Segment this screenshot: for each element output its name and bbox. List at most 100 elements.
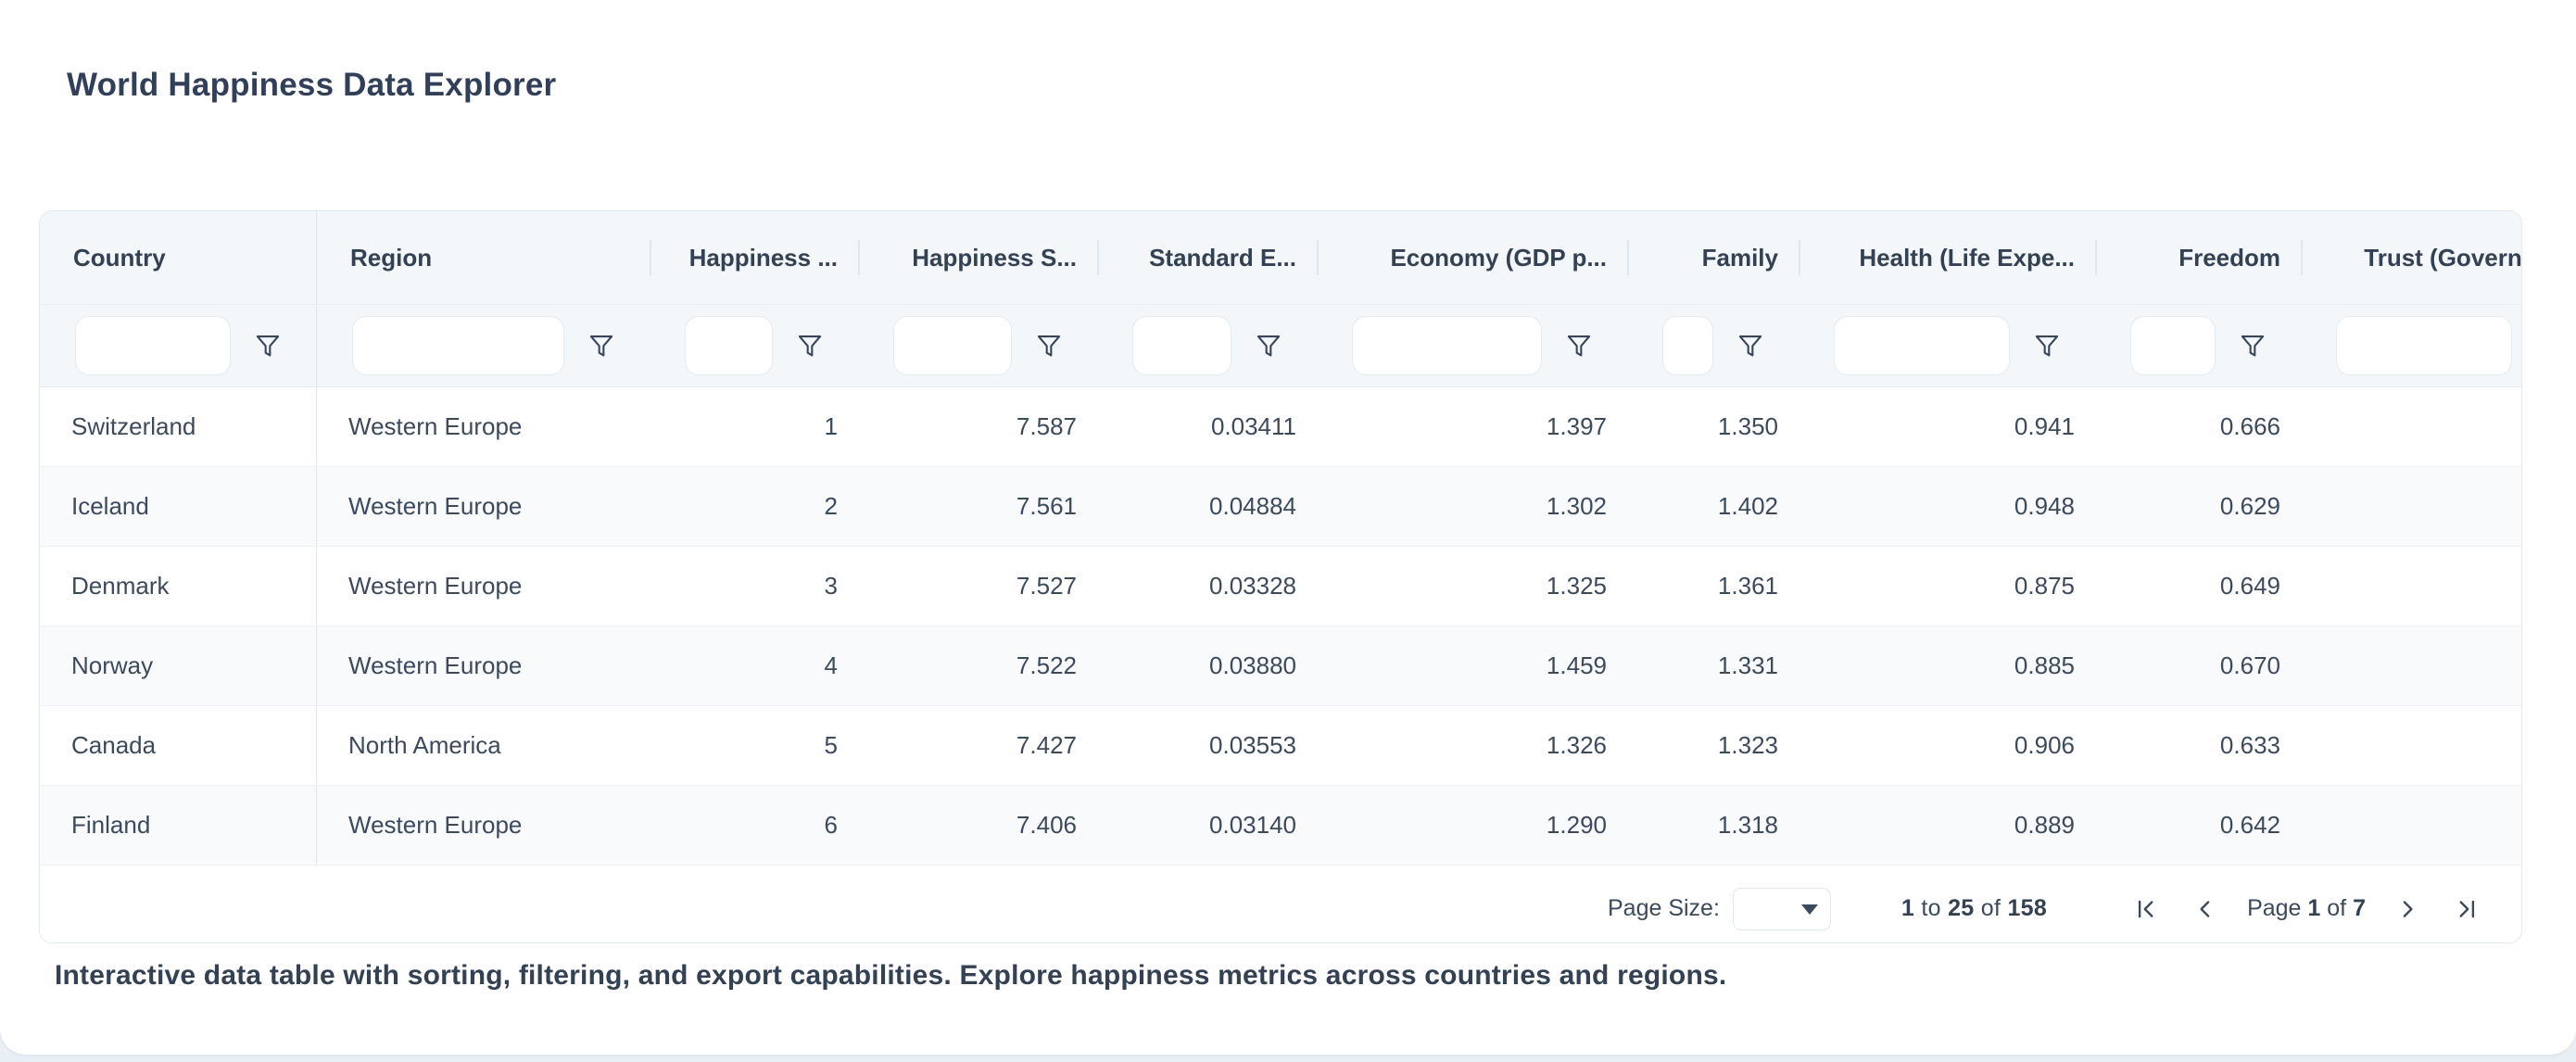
cell-region: North America (348, 731, 501, 759)
cell-happiness-rank: 6 (824, 811, 838, 839)
cell-economy: 1.290 (1546, 811, 1607, 839)
table-row[interactable]: Canada North America 5 7.427 0.03553 1.326 1.3… (40, 706, 2521, 786)
filter-input-happiness-score[interactable] (893, 316, 1012, 375)
column-header-family[interactable]: Family (1627, 211, 1799, 304)
column-header-economy[interactable]: Economy (GDP p... (1317, 211, 1627, 304)
table-row[interactable]: Iceland Western Europe 2 7.561 0.04884 1.302 1… (40, 467, 2521, 547)
cell-trust (2301, 467, 2521, 546)
filter-input-freedom[interactable] (2130, 316, 2216, 375)
range-from: 1 (1900, 895, 1915, 921)
cell-health: 0.885 (2014, 651, 2075, 679)
page-size-select[interactable] (1732, 887, 1831, 930)
page-title: World Happiness Data Explorer (67, 67, 557, 103)
page-total: 7 (2353, 895, 2366, 921)
filter-funnel-icon (1037, 335, 1061, 357)
filter-button-happiness-rank[interactable] (797, 333, 823, 359)
filter-cell-region (317, 305, 650, 386)
column-header-health[interactable]: Health (Life Expe... (1799, 211, 2095, 304)
cell-economy: 1.302 (1546, 492, 1607, 520)
column-header-happiness-rank[interactable]: Happiness ... (650, 211, 858, 304)
grid-filter-row (40, 305, 2521, 387)
filter-cell-freedom (2095, 305, 2301, 386)
column-header-freedom[interactable]: Freedom (2095, 211, 2301, 304)
filter-input-region[interactable] (352, 316, 564, 375)
filter-cell-happiness-rank (650, 305, 858, 386)
column-header-label: Happiness S... (912, 243, 1077, 272)
cell-country: Canada (40, 706, 317, 785)
filter-button-freedom[interactable] (2240, 333, 2266, 359)
cell-happiness-score: 7.527 (1016, 572, 1077, 600)
column-header-label: Region (350, 243, 433, 272)
cell-freedom: 0.629 (2219, 492, 2280, 520)
filter-funnel-icon (1738, 335, 1762, 357)
filter-input-economy[interactable] (1352, 316, 1542, 375)
filter-input-happiness-rank[interactable] (685, 316, 773, 375)
column-header-label: Country (73, 243, 166, 272)
cell-trust (2301, 387, 2521, 466)
filter-input-family[interactable] (1662, 316, 1713, 375)
cell-standard-error: 0.03140 (1209, 811, 1296, 839)
filter-input-standard-error[interactable] (1132, 316, 1231, 375)
cell-standard-error: 0.03553 (1209, 731, 1296, 759)
cell-economy: 1.325 (1546, 572, 1607, 600)
filter-input-trust[interactable] (2336, 316, 2512, 375)
filter-button-country[interactable] (255, 333, 281, 359)
column-header-region[interactable]: Region (317, 211, 650, 304)
cell-freedom: 0.666 (2219, 412, 2280, 440)
cell-freedom: 0.633 (2219, 731, 2280, 759)
filter-button-happiness-score[interactable] (1036, 333, 1062, 359)
previous-page-icon[interactable] (2191, 895, 2219, 923)
column-header-label: Trust (Governme... (2364, 243, 2522, 272)
cell-happiness-score: 7.587 (1016, 412, 1077, 440)
filter-button-family[interactable] (1737, 333, 1763, 359)
filter-funnel-icon (256, 335, 280, 357)
cell-region: Western Europe (348, 572, 523, 600)
column-header-label: Economy (GDP p... (1390, 243, 1607, 272)
range-total: 158 (2007, 895, 2048, 921)
page-of-label: of (2327, 895, 2347, 921)
filter-funnel-icon (2035, 335, 2059, 357)
column-header-standard-error[interactable]: Standard E... (1097, 211, 1317, 304)
caret-down-icon (1800, 904, 1818, 915)
column-header-country[interactable]: Country (40, 211, 317, 304)
filter-cell-family (1627, 305, 1799, 386)
filter-funnel-icon (2241, 335, 2265, 357)
cell-happiness-score: 7.406 (1016, 811, 1077, 839)
filter-button-standard-error[interactable] (1256, 333, 1282, 359)
filter-button-region[interactable] (588, 333, 614, 359)
column-header-trust[interactable]: Trust (Governme... (2301, 211, 2522, 304)
table-row[interactable]: Norway Western Europe 4 7.522 0.03880 1.459 1.… (40, 626, 2521, 706)
cell-country: Switzerland (40, 387, 317, 466)
first-page-icon[interactable] (2132, 895, 2160, 923)
page-caption: Interactive data table with sorting, fil… (55, 960, 1727, 991)
filter-button-health[interactable] (2034, 333, 2060, 359)
filter-button-economy[interactable] (1566, 333, 1592, 359)
last-page-icon[interactable] (2453, 895, 2481, 923)
filter-input-country[interactable] (75, 316, 231, 375)
cell-region: Western Europe (348, 492, 523, 520)
next-page-icon[interactable] (2393, 895, 2421, 923)
cell-freedom: 0.670 (2219, 651, 2280, 679)
page-label: Page (2247, 895, 2302, 921)
cell-region: Western Europe (348, 412, 523, 440)
filter-input-health[interactable] (1834, 316, 2010, 375)
range-to: 25 (1948, 895, 1975, 921)
table-row[interactable]: Finland Western Europe 6 7.406 0.03140 1.290 1… (40, 786, 2521, 866)
column-header-happiness-score[interactable]: Happiness S... (858, 211, 1097, 304)
cell-happiness-rank: 5 (824, 731, 838, 759)
filter-cell-trust (2301, 305, 2521, 386)
cell-family: 1.318 (1717, 811, 1778, 839)
table-row[interactable]: Switzerland Western Europe 1 7.587 0.03411 1.… (40, 387, 2521, 467)
cell-region: Western Europe (348, 651, 523, 679)
cell-happiness-rank: 4 (824, 651, 838, 679)
filter-funnel-icon (1256, 335, 1281, 357)
column-header-label: Health (Life Expe... (1859, 243, 2075, 272)
cell-region: Western Europe (348, 811, 523, 839)
cell-health: 0.941 (2014, 412, 2075, 440)
cell-country: Finland (40, 786, 317, 865)
cell-happiness-rank: 2 (824, 492, 838, 520)
column-header-label: Freedom (2178, 243, 2280, 272)
cell-economy: 1.326 (1546, 731, 1607, 759)
table-row[interactable]: Denmark Western Europe 3 7.527 0.03328 1.325 1… (40, 547, 2521, 626)
filter-funnel-icon (589, 335, 613, 357)
